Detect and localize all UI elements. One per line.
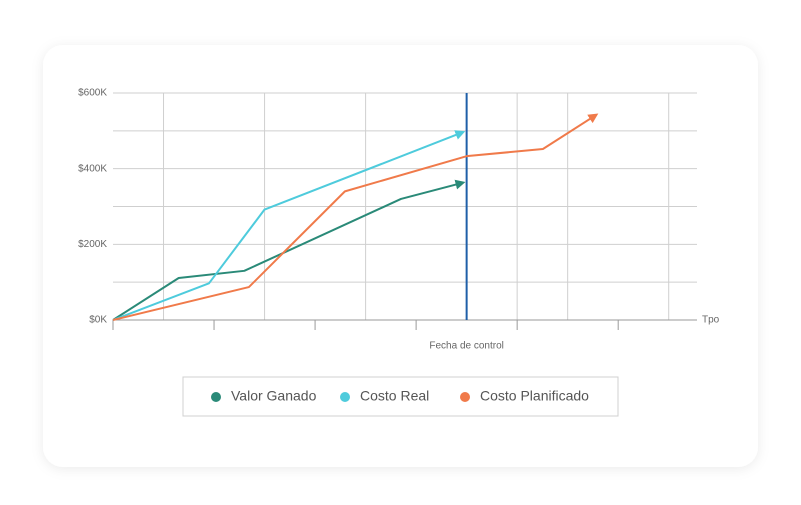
legend-label: Costo Planificado	[480, 388, 589, 404]
legend-label: Costo Real	[360, 388, 429, 404]
legend-swatch	[340, 392, 350, 402]
series-line	[112, 113, 599, 321]
series-line	[112, 179, 466, 321]
legend-label: Valor Ganado	[231, 388, 317, 404]
y-tick-label: $400K	[78, 163, 107, 174]
control-label: Fecha de control	[429, 341, 504, 352]
legend-box	[182, 376, 619, 417]
y-tick-label: $200K	[78, 239, 107, 250]
legend-swatch	[460, 392, 470, 402]
card	[43, 45, 758, 467]
legend-swatch	[211, 392, 221, 402]
series-line	[112, 130, 466, 321]
x-axis-label: Tpo	[702, 315, 720, 326]
y-tick-label: $0K	[89, 315, 107, 326]
y-tick-label: $600K	[78, 88, 107, 99]
